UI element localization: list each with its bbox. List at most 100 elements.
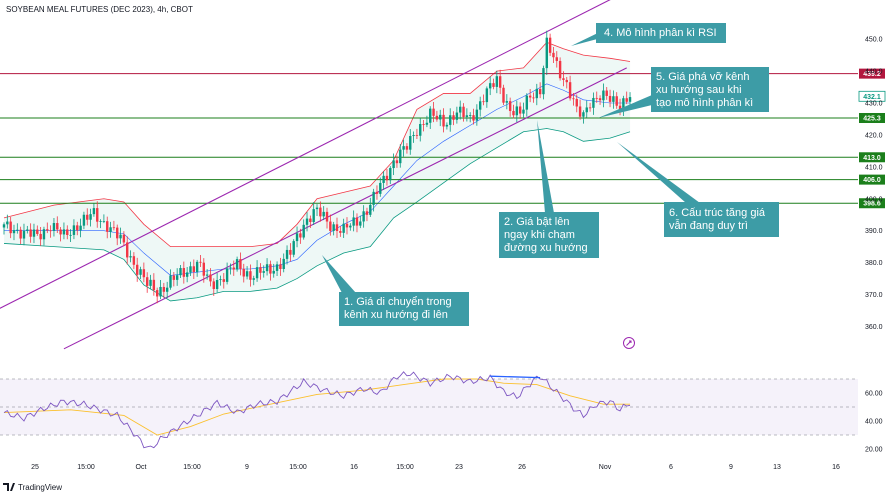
candle[interactable] — [342, 218, 345, 238]
candle[interactable] — [352, 210, 355, 232]
candle[interactable] — [49, 225, 52, 238]
candle[interactable] — [442, 108, 445, 133]
candle[interactable] — [6, 214, 9, 229]
candle[interactable] — [608, 89, 612, 108]
candle[interactable] — [292, 239, 295, 258]
candle[interactable] — [285, 245, 289, 265]
candle[interactable] — [322, 206, 325, 221]
candle[interactable] — [345, 217, 349, 235]
candle[interactable] — [542, 65, 545, 100]
candle[interactable] — [568, 75, 572, 101]
candle[interactable] — [329, 214, 332, 236]
candle[interactable] — [389, 166, 392, 185]
candle[interactable] — [528, 88, 532, 103]
candle[interactable] — [199, 255, 202, 268]
candle[interactable] — [532, 92, 535, 103]
candle[interactable] — [365, 207, 369, 222]
time-axis[interactable]: 25 15:00 Oct 15:00 9 15:00 16 15:00 23 26 Nov 6 9 13 1… — [31, 464, 840, 471]
candle[interactable] — [252, 275, 255, 286]
candle[interactable] — [595, 91, 598, 103]
candle[interactable] — [132, 252, 136, 270]
candle[interactable] — [478, 96, 482, 117]
candle[interactable] — [625, 91, 628, 105]
candle[interactable] — [32, 223, 36, 244]
candle[interactable] — [518, 102, 522, 119]
candle[interactable] — [152, 273, 156, 296]
candle[interactable] — [175, 268, 179, 286]
candle[interactable] — [355, 213, 359, 233]
candle[interactable] — [309, 215, 312, 228]
candle[interactable] — [302, 219, 305, 240]
candle[interactable] — [179, 265, 182, 279]
candle[interactable] — [575, 94, 578, 113]
candle[interactable] — [22, 223, 26, 246]
candle[interactable] — [126, 236, 129, 265]
candle[interactable] — [52, 218, 56, 237]
candle[interactable] — [129, 250, 132, 263]
candle[interactable] — [439, 109, 442, 127]
candle[interactable] — [239, 252, 242, 276]
candle[interactable] — [249, 264, 252, 287]
candle[interactable] — [435, 110, 439, 122]
candle[interactable] — [169, 269, 172, 290]
candle[interactable] — [472, 108, 475, 125]
candle[interactable] — [42, 226, 46, 246]
candle[interactable] — [558, 57, 562, 81]
channel-upper-line[interactable] — [0, 0, 627, 326]
candle[interactable] — [305, 212, 309, 232]
candle[interactable] — [402, 139, 405, 157]
candle[interactable] — [69, 229, 72, 243]
candle[interactable] — [419, 118, 422, 142]
candle[interactable] — [429, 106, 432, 129]
candle[interactable] — [359, 215, 362, 229]
candle[interactable] — [159, 280, 162, 300]
candle[interactable] — [399, 144, 402, 168]
candle[interactable] — [508, 97, 512, 117]
candle[interactable] — [552, 47, 555, 64]
candle[interactable] — [212, 278, 215, 296]
candle[interactable] — [215, 273, 219, 293]
candle[interactable] — [155, 287, 159, 304]
candle[interactable] — [202, 258, 205, 283]
candle[interactable] — [462, 103, 465, 122]
candle[interactable] — [56, 216, 59, 234]
candle[interactable] — [265, 258, 269, 276]
candle[interactable] — [488, 76, 492, 96]
candle[interactable] — [465, 108, 469, 122]
candle[interactable] — [445, 122, 449, 130]
candle[interactable] — [362, 205, 365, 228]
candle[interactable] — [122, 231, 126, 247]
candle[interactable] — [96, 201, 99, 228]
candle[interactable] — [412, 131, 415, 143]
candle[interactable] — [545, 30, 548, 75]
candle[interactable] — [425, 115, 429, 128]
candle[interactable] — [612, 90, 615, 109]
candle[interactable] — [9, 216, 12, 239]
candle[interactable] — [116, 224, 119, 246]
candle[interactable] — [16, 223, 19, 234]
candle[interactable] — [12, 224, 16, 241]
candle[interactable] — [615, 92, 618, 109]
candle[interactable] — [142, 262, 146, 283]
candle[interactable] — [475, 104, 479, 126]
candle[interactable] — [502, 84, 505, 105]
candle[interactable] — [26, 225, 29, 234]
candle[interactable] — [452, 111, 455, 126]
candle[interactable] — [165, 281, 169, 299]
candle[interactable] — [498, 69, 502, 95]
candle[interactable] — [145, 272, 149, 293]
candle[interactable] — [229, 263, 232, 275]
candle[interactable] — [66, 225, 69, 240]
candle[interactable] — [62, 222, 66, 240]
candle[interactable] — [422, 119, 425, 132]
candle[interactable] — [535, 83, 538, 106]
candle[interactable] — [405, 143, 409, 154]
candle[interactable] — [225, 262, 229, 285]
candle[interactable] — [295, 226, 299, 248]
candle[interactable] — [136, 257, 139, 282]
candle[interactable] — [282, 253, 285, 273]
candle[interactable] — [2, 222, 6, 235]
replay-icon[interactable] — [623, 337, 635, 349]
candle[interactable] — [19, 226, 22, 245]
candle[interactable] — [259, 263, 262, 280]
